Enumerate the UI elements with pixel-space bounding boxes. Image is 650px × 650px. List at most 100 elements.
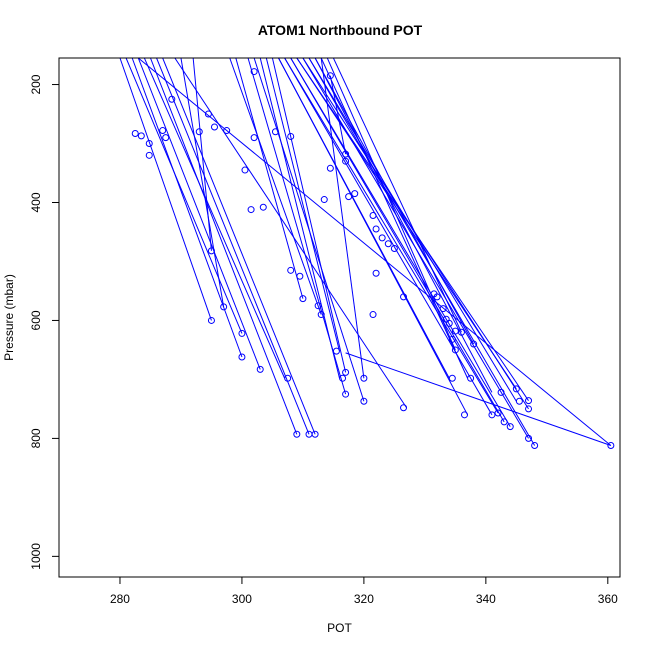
plot-frame [58,57,621,578]
data-point-72 [500,418,508,426]
x-axis: 280 300 320 340 360 [110,576,618,606]
data-point-23 [342,157,350,165]
data-point-45 [284,374,292,382]
data-point-24 [345,193,353,201]
data-point-49 [342,390,350,398]
series-line-13 [235,58,304,299]
series-line-35 [332,58,462,333]
data-point-69 [488,411,496,419]
data-point-61 [448,335,456,343]
data-point-3 [137,132,145,140]
data-point-46 [332,347,340,355]
series-line-8 [162,58,316,435]
x-tick-label: 280 [110,592,130,606]
data-point-53 [293,430,301,438]
y-axis: 200 400 600 800 1000 [29,74,60,570]
data-point-39 [317,311,325,319]
x-tick-label: 300 [232,592,252,606]
data-point-31 [372,269,380,277]
data-point-30 [390,244,398,252]
data-point-18 [247,206,255,214]
data-point-16 [287,132,295,140]
x-axis-label: POT [327,621,352,635]
data-point-38 [314,302,322,310]
data-point-65 [457,328,465,336]
data-point-60 [445,319,453,327]
series-line-37 [137,58,612,446]
series-line-5 [143,58,286,379]
series-line-12 [229,58,322,315]
data-point-29 [384,240,392,248]
series-line-17 [265,58,340,352]
y-axis-label: Pressure (mbar) [2,274,16,361]
data-point-77 [525,405,533,413]
data-point-32 [369,311,377,319]
data-point-20 [320,196,328,204]
series-line-7 [156,58,310,435]
series-line-30 [308,58,517,402]
data-point-44 [256,365,264,373]
chart-title: ATOM1 Northbound POT [258,22,423,38]
series-line-31 [314,58,493,393]
y-tick-label: 400 [29,192,43,212]
data-point-26 [372,225,380,233]
data-point-25 [369,211,377,219]
y-tick-label: 200 [29,74,43,94]
y-tick-label: 1000 [29,543,43,570]
series-line-29 [308,58,536,446]
data-point-80 [607,441,615,449]
data-point-57 [433,293,441,301]
data-point-48 [342,368,350,376]
series-line-32 [314,58,475,345]
data-point-73 [506,423,514,431]
series-line-39 [329,75,347,155]
y-tick-label: 800 [29,428,43,448]
data-point-50 [360,374,368,382]
data-point-67 [470,340,478,348]
series-line-22 [284,58,499,414]
data-point-75 [515,397,523,405]
data-point-22 [342,150,350,158]
data-point-79 [531,441,539,449]
data-point-74 [512,385,520,393]
data-point-12 [223,127,231,135]
data-point-27 [378,234,386,242]
data-point-21 [326,164,334,172]
data-point-41 [207,316,215,324]
data-point-43 [238,353,246,361]
data-point-36 [296,272,304,280]
data-point-34 [207,247,215,255]
series-line-33 [320,58,469,379]
series-line-11 [174,58,407,409]
y-tick-label: 600 [29,310,43,330]
data-point-68 [461,411,469,419]
series-line-18 [271,58,347,373]
data-point-5 [145,151,153,159]
data-point-1 [326,72,334,80]
data-point-33 [400,293,408,301]
data-point-13 [250,68,258,76]
data-point-63 [451,346,459,354]
data-point-40 [220,303,228,311]
data-point-58 [439,305,447,313]
series-line-38 [345,352,612,446]
series-line-16 [259,58,340,379]
data-point-9 [195,128,203,136]
series-line-36 [320,58,365,379]
data-point-2 [131,129,139,137]
x-tick-label: 360 [598,592,618,606]
data-point-47 [339,374,347,382]
plot-area [119,58,615,449]
data-point-35 [287,266,295,274]
series-line-2 [125,58,243,334]
data-point-37 [299,295,307,303]
data-point-10 [204,110,212,118]
data-point-15 [271,128,279,136]
data-point-17 [241,166,249,174]
x-tick-label: 320 [354,592,374,606]
series-line-3 [131,58,243,358]
series-line-24 [290,58,505,423]
data-point-19 [259,203,267,211]
data-point-64 [448,374,456,382]
